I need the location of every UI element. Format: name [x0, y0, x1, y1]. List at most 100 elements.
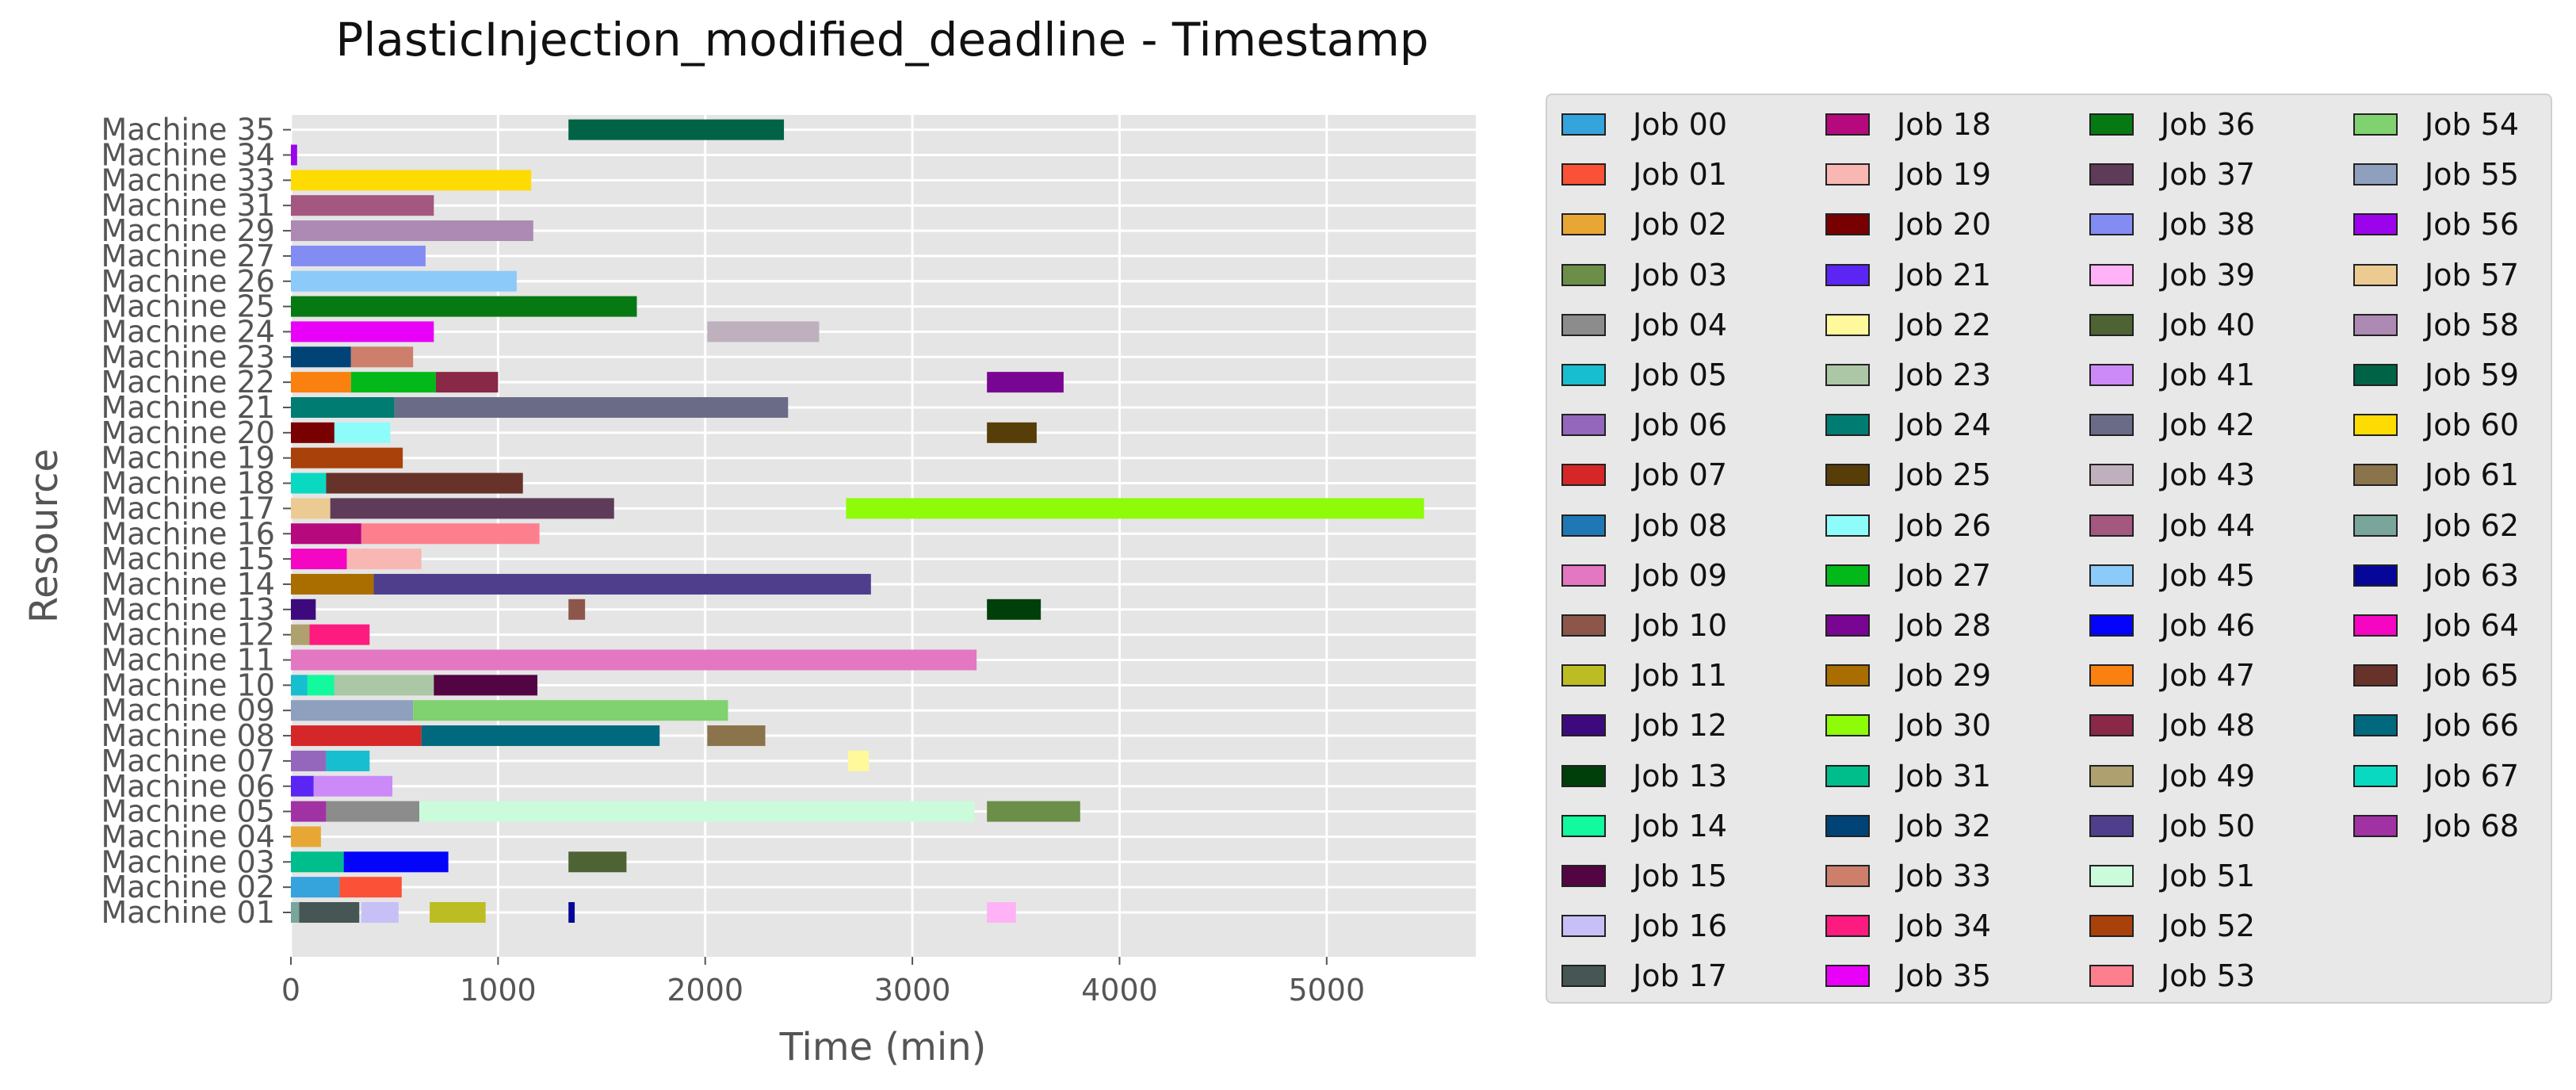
- gantt-bar: [291, 624, 310, 645]
- gantt-bar: [291, 422, 334, 443]
- legend-item: Job 28: [1825, 608, 1991, 643]
- gantt-bar: [707, 725, 766, 747]
- legend-label: Job 21: [1897, 257, 1992, 293]
- gantt-bar: [291, 549, 347, 570]
- gantt-bar: [299, 902, 360, 923]
- gantt-bar: [291, 170, 532, 191]
- gantt-bar: [434, 675, 538, 696]
- gantt-bar: [419, 801, 975, 822]
- legend-label: Job 59: [2425, 358, 2520, 392]
- gantt-bar: [343, 851, 449, 873]
- legend-swatch: [2089, 464, 2134, 487]
- legend-swatch: [2353, 313, 2398, 336]
- gantt-bar: [350, 346, 414, 368]
- y-tick-label: Machine 10: [101, 667, 275, 702]
- gantt-bar: [307, 675, 334, 696]
- legend-item: Job 67: [2353, 759, 2519, 794]
- legend-swatch: [1825, 113, 1870, 136]
- x-tick-label: 4000: [1081, 973, 1158, 1008]
- legend-swatch: [2089, 764, 2134, 787]
- y-tick-label: Machine 01: [101, 895, 275, 930]
- gantt-bar: [326, 801, 420, 822]
- gantt-bar: [291, 321, 434, 342]
- legend-label: Job 37: [2161, 157, 2256, 193]
- legend-label: Job 35: [1897, 958, 1992, 994]
- legend-label: Job 43: [2161, 457, 2256, 493]
- legend-swatch: [1561, 714, 1606, 737]
- gantt-bar: [413, 700, 728, 721]
- legend-swatch: [1561, 664, 1606, 687]
- gantt-bar: [291, 372, 351, 393]
- y-tick-label: Machine 04: [101, 819, 275, 854]
- legend-item: Job 37: [2089, 157, 2256, 193]
- legend-label: Job 60: [2425, 407, 2520, 443]
- legend-item: Job 21: [1825, 257, 1992, 293]
- y-axis-label: Resource: [22, 449, 67, 623]
- legend-label: Job 50: [2161, 808, 2256, 843]
- gantt-bar: [291, 877, 340, 898]
- y-tick-label: Machine 18: [101, 466, 275, 501]
- legend-item: Job 43: [2089, 457, 2256, 493]
- legend-label: Job 17: [1633, 958, 1728, 994]
- legend-label: Job 18: [1897, 107, 1992, 142]
- legend-item: Job 34: [1825, 908, 1992, 944]
- gantt-bar: [987, 372, 1064, 393]
- legend-swatch: [2353, 213, 2398, 236]
- legend-item: Job 50: [2089, 808, 2256, 843]
- y-tick-label: Machine 23: [101, 339, 275, 374]
- legend-swatch: [1561, 614, 1606, 637]
- legend-label: Job 10: [1633, 608, 1728, 643]
- gantt-bar: [291, 144, 297, 166]
- y-tick-label: Machine 17: [101, 491, 275, 526]
- legend-swatch: [2353, 364, 2398, 386]
- gantt-bar: [291, 826, 321, 847]
- legend-swatch: [1561, 865, 1606, 887]
- legend-item: Job 61: [2353, 457, 2519, 492]
- legend-swatch: [1561, 414, 1606, 437]
- legend-swatch: [1825, 764, 1870, 787]
- gantt-bar: [373, 573, 871, 595]
- x-axis-ticks: 0 1000 2000 3000 4000 5000: [281, 957, 1365, 1008]
- y-tick-label: Machine 25: [101, 289, 275, 324]
- legend-swatch: [1561, 814, 1606, 837]
- legend-swatch: [1825, 514, 1870, 537]
- legend-label: Job 31: [1897, 758, 1992, 794]
- gantt-bar: [987, 422, 1037, 443]
- y-tick-label: Machine 20: [101, 415, 275, 450]
- legend-label: Job 54: [2425, 107, 2520, 142]
- x-axis-label: Time (min): [779, 1025, 987, 1069]
- legend-label: Job 25: [1897, 457, 1992, 493]
- legend-item: Job 53: [2089, 958, 2255, 993]
- legend-label: Job 56: [2425, 207, 2520, 243]
- legend-swatch: [2089, 414, 2134, 437]
- gantt-bar: [330, 498, 614, 519]
- legend-label: Job 34: [1897, 908, 1992, 944]
- y-tick-label: Machine 09: [101, 693, 275, 728]
- legend-item: Job 02: [1561, 207, 1728, 243]
- y-tick-label: Machine 07: [101, 744, 275, 778]
- legend-item: Job 11: [1561, 658, 1727, 693]
- gantt-bar: [334, 675, 434, 696]
- legend-item: Job 01: [1561, 157, 1727, 192]
- legend-item: Job 14: [1561, 809, 1727, 843]
- legend-label: Job 47: [2161, 658, 2256, 694]
- y-tick-label: Machine 22: [101, 365, 275, 400]
- x-tick-label: 3000: [874, 973, 951, 1008]
- legend-label: Job 32: [1897, 808, 1992, 843]
- gantt-bar: [291, 220, 533, 242]
- legend-label: Job 02: [1633, 207, 1728, 243]
- legend-label: Job 62: [2425, 507, 2520, 543]
- legend-item: Job 00: [1561, 107, 1727, 142]
- gantt-bar: [291, 573, 374, 595]
- y-tick-label: Machine 33: [101, 163, 275, 197]
- x-tick-label: 0: [281, 973, 300, 1008]
- legend-label: Job 29: [1897, 658, 1992, 694]
- legend-label: Job 41: [2161, 358, 2256, 392]
- legend-swatch: [2089, 564, 2134, 587]
- y-tick-label: Machine 19: [101, 441, 275, 476]
- gantt-bar: [394, 397, 789, 418]
- legend-label: Job 65: [2425, 658, 2520, 694]
- legend-label: Job 42: [2161, 407, 2256, 443]
- legend-swatch: [2089, 865, 2134, 887]
- gantt-bar: [291, 296, 637, 317]
